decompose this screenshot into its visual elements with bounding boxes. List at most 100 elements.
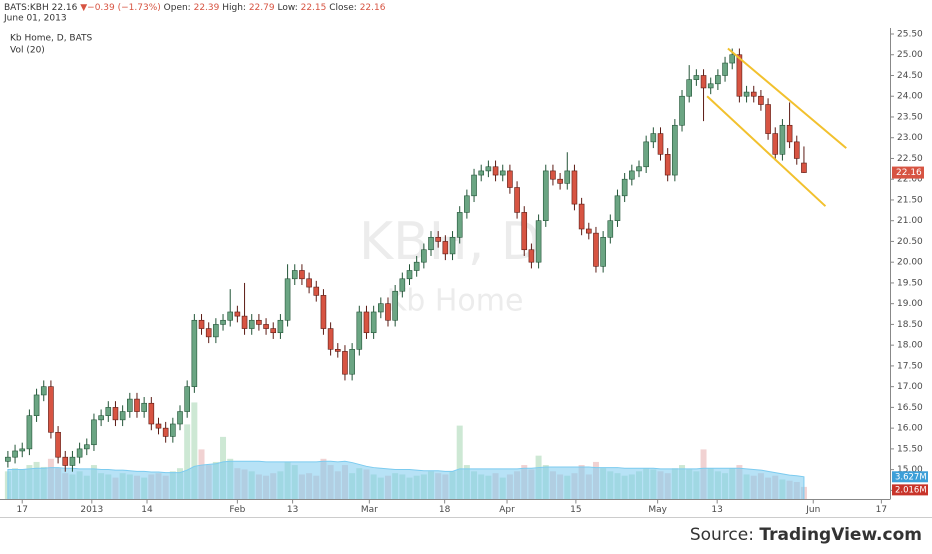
y-tick-label: 15.50 [897, 444, 923, 454]
ohlc-label: Low: [277, 3, 297, 13]
chart-title: Kb Home, D, BATS [10, 34, 93, 44]
plot-area [4, 47, 847, 500]
candle-body [765, 104, 771, 134]
candle-body [356, 311, 363, 350]
candle-body [291, 270, 298, 280]
candle-body [334, 349, 341, 352]
y-tick-label: 25.50 [897, 29, 923, 39]
candle-body [378, 303, 384, 313]
candle-body [772, 133, 779, 155]
candle-body [793, 141, 800, 159]
candle-body [385, 303, 391, 321]
candle-body [263, 324, 269, 329]
candle-body [392, 290, 398, 321]
y-tick-label: 17.00 [897, 382, 923, 392]
y-tick-label: 25.00 [897, 50, 923, 60]
candle-body [686, 79, 692, 97]
candle-body [679, 95, 685, 126]
candle-body [256, 319, 262, 325]
x-tick-label: Mar [361, 505, 378, 515]
candle-body [177, 411, 183, 425]
y-tick-label: 20.50 [897, 237, 923, 247]
candle-body [119, 411, 126, 421]
candle-body [155, 423, 162, 429]
candle-body [170, 423, 176, 437]
x-tick-label: 15 [570, 505, 581, 515]
source: Source: TradingView.com [690, 525, 922, 545]
candle-body [657, 133, 664, 155]
candle-body [5, 456, 11, 462]
candle-body [205, 328, 212, 338]
candle-body [571, 170, 578, 205]
header-quote: BATS:KBH 22.16 ▼−0.39 (−1.73%) Open: 22.… [4, 3, 386, 13]
x-tick-label: Jun [805, 505, 820, 515]
volume-bar [184, 424, 191, 500]
candle-body [786, 124, 793, 143]
change: −0.39 (−1.73%) [87, 3, 161, 13]
header-date: June 01, 2013 [3, 14, 67, 24]
y-tick-label: 19.00 [897, 299, 923, 309]
candle-body [69, 456, 76, 466]
candle-body [750, 91, 757, 97]
watermark-name: Kb Home [387, 284, 524, 319]
candle-body [33, 394, 40, 416]
candle-body [62, 456, 69, 466]
candle-body [148, 402, 155, 425]
candle-body [636, 166, 642, 172]
trendline [727, 47, 847, 149]
candle-body [284, 278, 291, 321]
candle-body [327, 328, 334, 350]
arrow: ▼ [80, 3, 87, 13]
candle-body [134, 398, 140, 412]
candle-body [127, 398, 133, 412]
candle-body [700, 75, 707, 89]
candle-body [83, 444, 90, 450]
y-tick-label: 19.50 [897, 278, 923, 288]
candle-body [184, 386, 190, 412]
candle-body [464, 195, 470, 213]
candle-body [485, 166, 492, 172]
candle-body [729, 54, 736, 64]
candle-body [564, 170, 571, 184]
candle-body [528, 249, 535, 263]
source-prefix: Source: [690, 525, 754, 545]
candle-body [736, 54, 743, 97]
candle-body [435, 236, 441, 242]
candle-body [198, 319, 205, 329]
candle-body [342, 351, 348, 375]
y-tick-label: 18.00 [897, 341, 923, 351]
last-price-label: 22.16 [896, 168, 922, 178]
candle-body [449, 236, 456, 255]
candle-body [349, 349, 355, 375]
candle-body [442, 241, 449, 255]
last-price-box [892, 166, 924, 179]
source-name: TradingView.com [759, 525, 922, 545]
candle-body [320, 295, 327, 329]
candle-body [421, 249, 427, 263]
volume-label: 2.016M [895, 485, 927, 495]
y-tick-label: 16.00 [897, 424, 923, 434]
candle-body [191, 319, 198, 387]
ohlc-value: 22.39 [194, 3, 220, 13]
candle-body [220, 319, 226, 325]
y-tick-label: 15.00 [897, 465, 923, 475]
candle-body [12, 450, 18, 458]
ohlc-label: High: [222, 3, 246, 13]
candle-body [535, 220, 542, 263]
volume-title: Vol (20) [10, 46, 45, 56]
volume-bar [456, 425, 463, 500]
candle-body [585, 228, 592, 234]
x-tick-label: 17 [17, 505, 28, 515]
candle-body [19, 448, 26, 452]
candle-body [492, 166, 499, 176]
candle-body [162, 427, 169, 437]
candle-body [542, 170, 549, 221]
x-tick-label: 13 [287, 505, 298, 515]
candle-body [227, 311, 234, 321]
trendline [706, 95, 827, 207]
candle-body [399, 278, 406, 292]
y-tick-label: 16.50 [897, 403, 923, 413]
candle-body [578, 203, 585, 230]
candle-body [499, 170, 506, 176]
